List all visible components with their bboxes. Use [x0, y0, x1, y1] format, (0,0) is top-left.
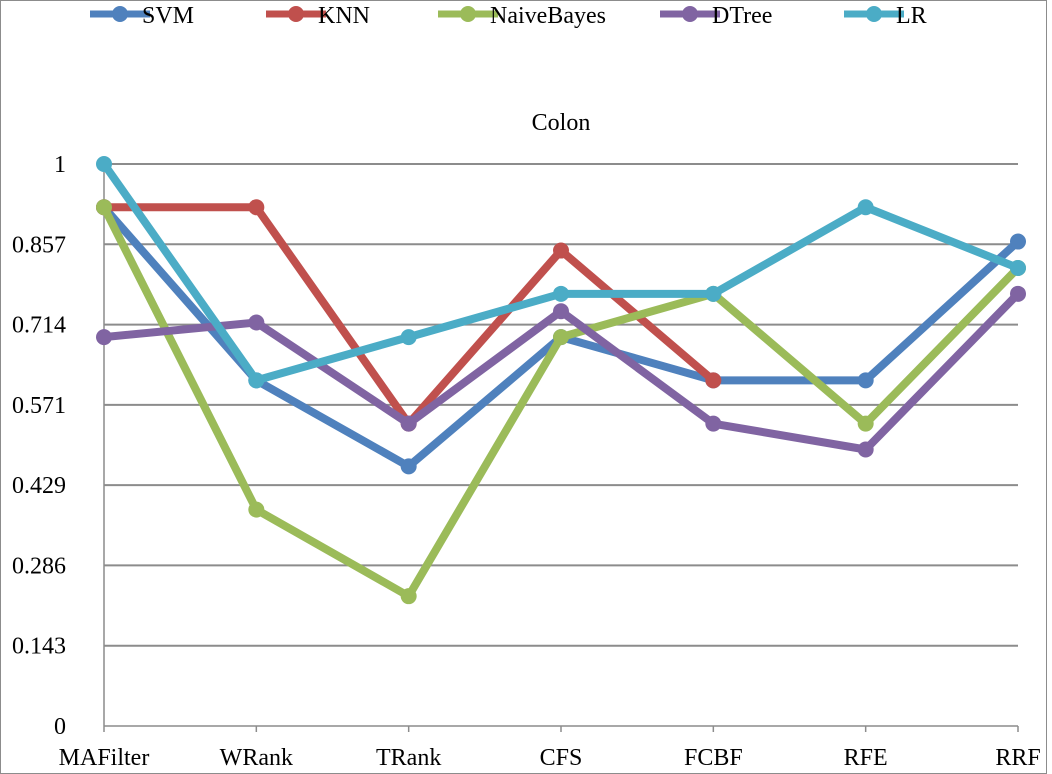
x-tick-label: WRank	[220, 745, 293, 771]
data-point	[400, 458, 417, 475]
data-point	[705, 372, 722, 389]
data-point	[248, 501, 265, 518]
data-point	[248, 314, 265, 331]
legend-marker	[288, 6, 304, 22]
legend-item-lr: LR	[844, 3, 927, 29]
data-point	[705, 415, 722, 432]
chart-title: Colon	[532, 110, 591, 136]
data-point	[553, 303, 569, 320]
legend-label: NaiveBayes	[490, 3, 606, 29]
series-dtree	[96, 285, 1026, 458]
legend-item-knn: KNN	[266, 3, 370, 29]
axes: 0 0.143 0.286 0.429 0.571 0.714 0.857 1 MAFilter…	[12, 152, 1041, 771]
legend-item-svm: SVM	[90, 3, 194, 29]
y-tick-label: 1	[54, 152, 66, 178]
x-tick-label: MAFilter	[59, 745, 150, 771]
legend-item-naivebayes: NaiveBayes	[438, 3, 606, 29]
data-point	[400, 415, 417, 432]
data-point	[857, 372, 874, 389]
x-tick-label: TRank	[376, 745, 441, 771]
data-point	[857, 199, 874, 216]
data-point	[96, 199, 112, 216]
data-point	[400, 588, 417, 605]
data-point	[248, 199, 265, 216]
data-point	[857, 415, 874, 432]
series-lines	[96, 156, 1026, 605]
legend-marker	[112, 6, 128, 22]
data-point	[248, 372, 265, 389]
y-tick-label: 0.571	[12, 393, 66, 419]
data-point	[1010, 233, 1026, 250]
legend-marker	[682, 6, 698, 22]
data-point	[553, 285, 569, 302]
data-point	[1010, 285, 1026, 302]
legend-label: DTree	[712, 3, 772, 29]
series-lr	[96, 156, 1026, 389]
legend-label: LR	[896, 3, 927, 29]
x-tick-label: CFS	[540, 745, 583, 771]
data-point	[1010, 259, 1026, 276]
legend-label: KNN	[318, 3, 370, 29]
data-point	[705, 285, 722, 302]
y-tick-label: 0.286	[12, 553, 66, 579]
x-tick-label: FCBF	[684, 745, 743, 771]
legend-item-dtree: DTree	[660, 3, 772, 29]
data-point	[96, 329, 112, 346]
legend: SVM KNN NaiveBayes DTree LR	[90, 3, 927, 29]
data-point	[553, 329, 569, 346]
legend-marker	[866, 6, 882, 22]
legend-marker	[460, 6, 476, 22]
data-point	[857, 441, 874, 458]
y-tick-label: 0.714	[12, 313, 66, 339]
y-tick-label: 0.857	[12, 232, 66, 258]
x-tick-label: RRF	[995, 745, 1040, 771]
y-tick-label: 0.429	[12, 473, 66, 499]
y-tick-label: 0	[54, 714, 66, 740]
data-point	[96, 156, 112, 172]
data-point	[553, 242, 569, 259]
y-tick-label: 0.143	[12, 634, 66, 660]
data-point	[400, 329, 417, 346]
legend-label: SVM	[142, 3, 194, 29]
x-tick-label: RFE	[844, 745, 888, 771]
